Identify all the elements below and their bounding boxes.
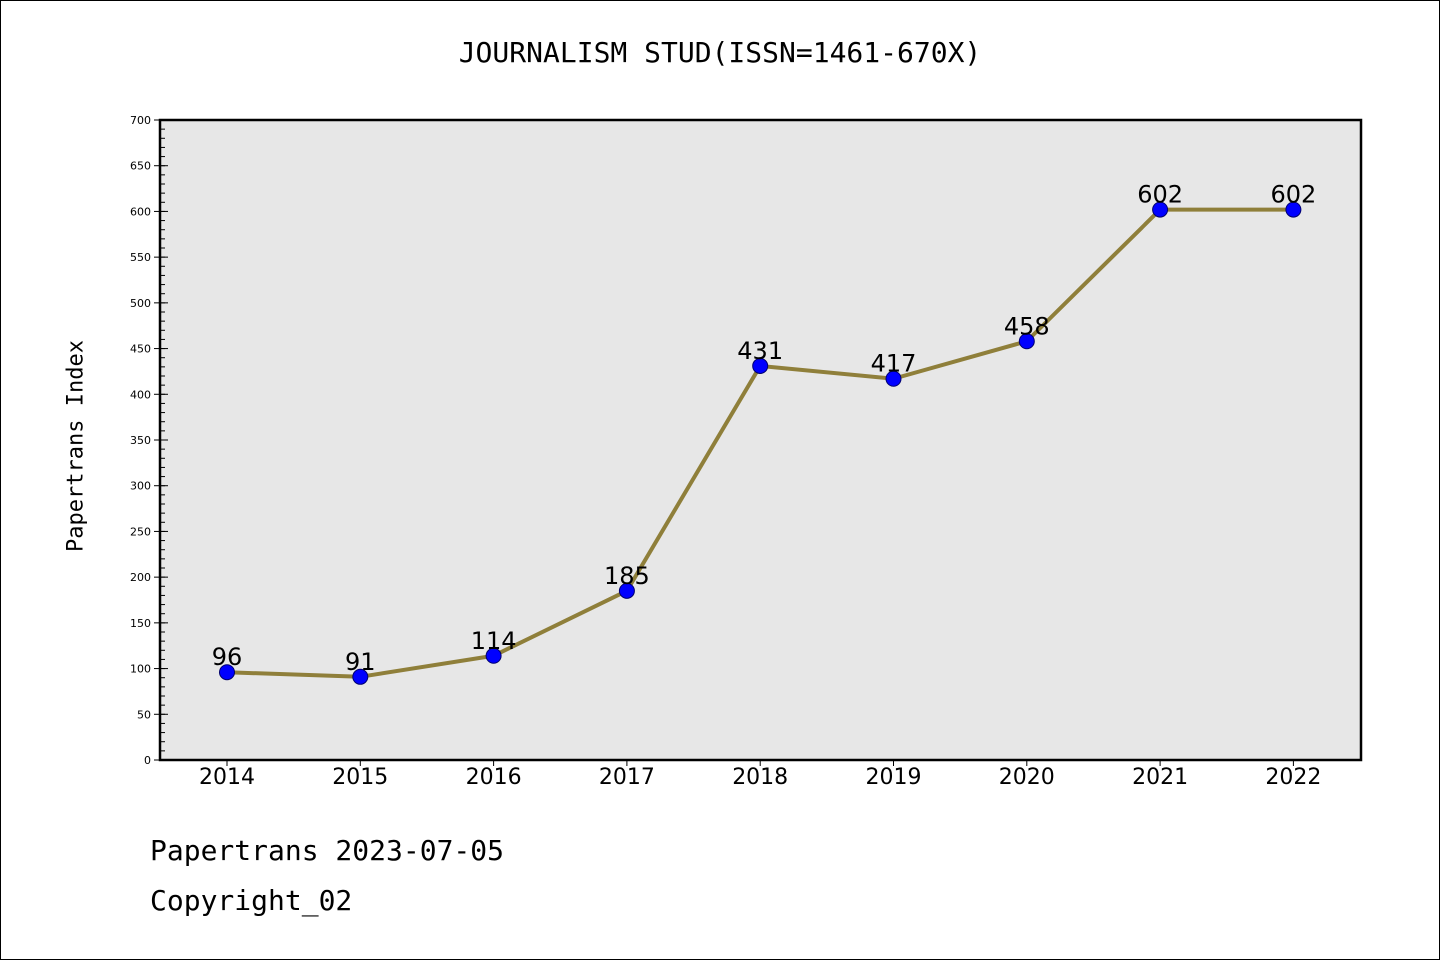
y-tick-label: 250 <box>130 525 151 538</box>
axes: 0 50 100 150 200 250 300 350 400 450 500 550 600 650 7… <box>130 114 1321 790</box>
footer-copyright: Copyright_02 <box>150 884 353 917</box>
data-point <box>219 664 235 681</box>
plot-border <box>158 118 1363 762</box>
data-label: 458 <box>1004 312 1050 340</box>
y-tick-label: 700 <box>130 114 151 127</box>
data-label: 185 <box>604 562 650 590</box>
data-point <box>1152 201 1169 218</box>
data-point <box>752 357 769 374</box>
y-tick-label: 650 <box>130 160 151 173</box>
y-tick-label: 200 <box>130 571 151 584</box>
data-label: 114 <box>471 627 517 655</box>
data-label: 417 <box>871 350 917 378</box>
y-tick-label: 300 <box>130 480 151 493</box>
x-tick-label: 2021 <box>1132 765 1188 790</box>
y-tick-label: 600 <box>130 205 151 218</box>
x-tick-label: 2017 <box>599 765 655 790</box>
x-tick-label: 2022 <box>1265 765 1321 790</box>
y-tick-label: 0 <box>144 754 151 767</box>
x-tick-label: 2016 <box>466 765 522 790</box>
y-tick-label: 150 <box>130 617 151 630</box>
data-label: 602 <box>1270 181 1316 209</box>
x-tick-label: 2014 <box>199 765 255 790</box>
data-label: 602 <box>1137 181 1183 209</box>
data-point <box>1285 201 1302 218</box>
y-tick-label: 500 <box>130 297 151 310</box>
plot-area <box>160 120 1361 760</box>
footer-date: Papertrans 2023-07-05 <box>150 834 505 867</box>
y-tick-label: 450 <box>130 343 151 356</box>
data-point <box>485 647 502 664</box>
x-tick-label: 2020 <box>999 765 1055 790</box>
data-point <box>618 582 635 599</box>
y-tick-label: 350 <box>130 434 151 447</box>
data-series <box>219 201 1302 685</box>
x-tick-label: 2018 <box>732 765 788 790</box>
data-point <box>1018 333 1035 350</box>
data-label: 431 <box>737 337 783 365</box>
data-point <box>352 668 369 685</box>
chart-title: JOURNALISM STUD(ISSN=1461-670X) <box>458 36 982 69</box>
x-tick-label: 2019 <box>866 765 922 790</box>
x-tick-label: 2015 <box>332 765 388 790</box>
y-tick-label: 550 <box>130 251 151 264</box>
data-labels: 96 91 114 185 431 417 458 602 602 <box>212 181 1317 676</box>
y-tick-label: 100 <box>130 663 151 676</box>
data-point <box>885 370 902 387</box>
y-tick-label: 50 <box>137 708 151 721</box>
data-label: 91 <box>345 648 376 676</box>
data-label: 96 <box>212 643 243 671</box>
y-tick-label: 400 <box>130 388 151 401</box>
